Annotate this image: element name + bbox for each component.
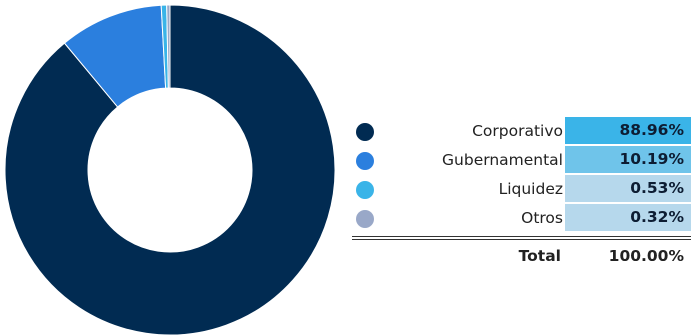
legend-table: Corporativo 88.96% Gubernamental 10.19% … (352, 116, 691, 265)
legend-label-corporativo: Corporativo (472, 122, 563, 140)
legend-value-corporativo: 88.96% (565, 117, 691, 144)
legend-label-otros: Otros (521, 209, 563, 227)
legend-row-gubernamental: Gubernamental 10.19% (352, 145, 691, 174)
legend-label-gubernamental: Gubernamental (442, 151, 563, 169)
total-label: Total (518, 247, 561, 265)
total-value: 100.00% (608, 247, 684, 265)
legend-row-corporativo: Corporativo 88.96% (352, 116, 691, 145)
legend-dot-otros (356, 210, 374, 228)
slice-otros (166, 4, 171, 89)
slice-corporativo (4, 4, 336, 335)
legend-row-liquidez: Liquidez 0.53% (352, 174, 691, 203)
legend-row-otros: Otros 0.32% (352, 203, 691, 232)
legend-label-liquidez: Liquidez (498, 180, 563, 198)
legend-dot-liquidez (356, 181, 374, 199)
divider-line-bottom (352, 239, 691, 240)
legend-value-otros: 0.32% (565, 204, 691, 231)
donut-chart (4, 4, 336, 335)
legend-value-gubernamental: 10.19% (565, 146, 691, 173)
legend-dot-gubernamental (356, 152, 374, 170)
legend-dot-corporativo (356, 123, 374, 141)
legend-value-liquidez: 0.53% (565, 175, 691, 202)
divider-line-top (352, 236, 691, 237)
